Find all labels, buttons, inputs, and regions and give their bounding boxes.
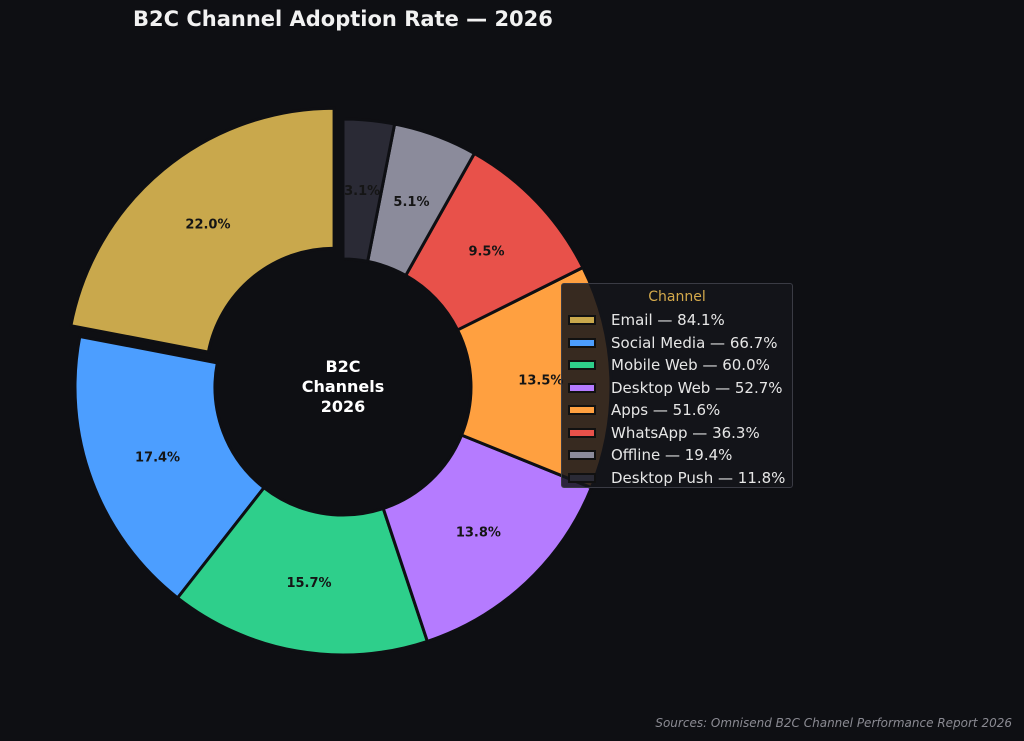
legend-item: WhatsApp — 36.3% [562,422,792,445]
legend-item: Apps — 51.6% [562,399,792,422]
legend-label: Offline — 19.4% [611,446,733,465]
legend-swatch [568,360,596,371]
slice-percent-label: 13.8% [456,525,501,540]
legend-swatch [568,382,596,393]
slice-percent-label: 3.1% [344,184,380,199]
slice-percent-label: 9.5% [468,245,504,260]
slice-percent-label: 5.1% [393,195,429,210]
legend-item: Desktop Push — 11.8% [562,467,792,490]
legend-label: Mobile Web — 60.0% [611,356,770,375]
donut-slice [381,433,594,644]
legend: Channel Email — 84.1% Social Media — 66.7… [561,283,793,488]
legend-swatch [568,405,596,416]
donut-slice-labels: 22.0% 17.4% 15.7% 13.8% 13.5% 9.5% 5.1% 3.1% [135,184,563,591]
legend-swatch [568,337,596,348]
legend-label: Email — 84.1% [611,311,725,330]
slice-percent-label: 17.4% [135,450,180,465]
center-label-line-2: Channels [302,377,385,396]
slice-percent-label: 22.0% [185,218,230,233]
slice-percent-label: 13.5% [518,373,563,388]
center-label-line-3: 2026 [321,397,366,416]
legend-swatch [568,427,596,438]
legend-item: Social Media — 66.7% [562,332,792,355]
legend-item: Email — 84.1% [562,309,792,332]
legend-swatch [568,450,596,461]
donut-slice [341,117,397,264]
legend-label: WhatsApp — 36.3% [611,423,760,442]
slice-percent-label: 15.7% [286,576,331,591]
legend-label: Social Media — 66.7% [611,333,778,352]
legend-item: Desktop Web — 52.7% [562,377,792,400]
legend-swatch [568,472,596,483]
donut-slice [175,485,430,657]
legend-label: Apps — 51.6% [611,401,721,420]
donut-slice [69,106,336,354]
donut-slice [73,334,267,600]
donut-center-label: B2C Channels 2026 [302,357,385,416]
legend-label: Desktop Web — 52.7% [611,378,783,397]
legend-label: Desktop Push — 11.8% [611,468,786,487]
legend-item: Mobile Web — 60.0% [562,354,792,377]
legend-title: Channel [648,289,706,305]
legend-swatch [568,315,596,326]
legend-item: Offline — 19.4% [562,444,792,467]
source-note: Sources: Omnisend B2C Channel Performanc… [655,716,1012,730]
chart-title: B2C Channel Adoption Rate — 2026 [133,7,553,31]
center-label-line-1: B2C [325,357,360,376]
